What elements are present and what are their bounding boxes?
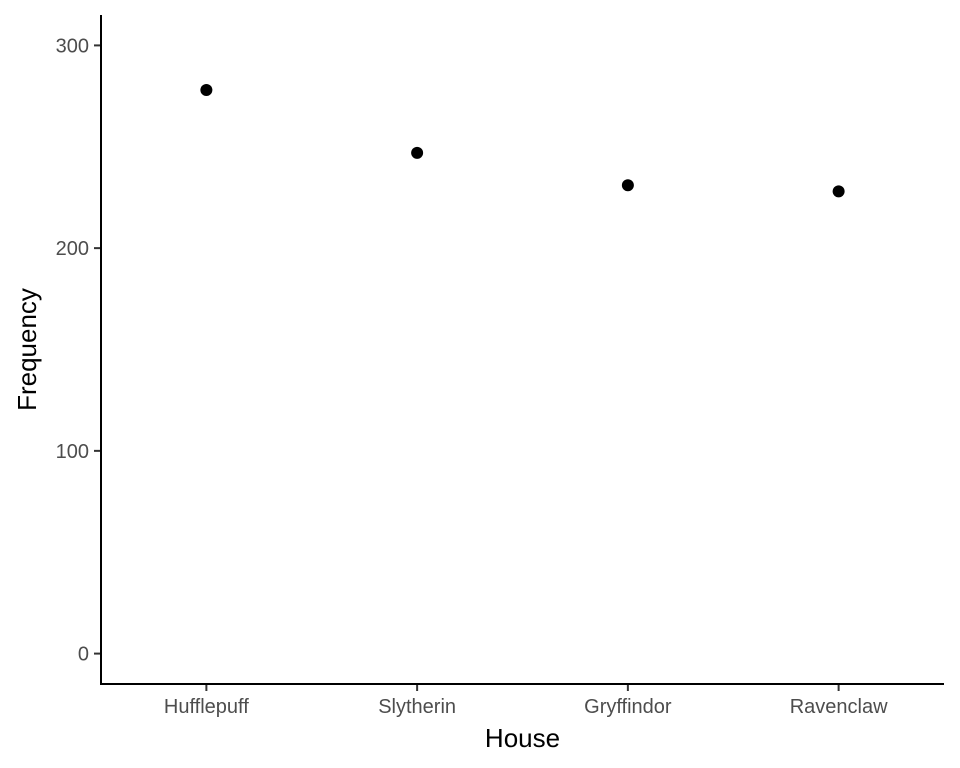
x-tick-label: Gryffindor [584,696,672,718]
y-tick-label: 300 [56,35,89,57]
data-point [832,185,845,198]
y-axis-ticks: 0 100 200 300 [56,35,101,666]
x-tick-label: Ravenclaw [790,696,888,718]
y-tick-label: 100 [56,441,89,463]
x-tick-label: Slytherin [378,696,456,718]
data-point [200,84,213,97]
x-axis-ticks: Hufflepuff Slytherin Gryffindor Ravenclaw [164,684,888,718]
y-axis-title: Frequency [12,288,42,411]
y-tick-label: 0 [78,644,89,666]
data-point [621,179,634,192]
data-point [411,146,424,159]
data-points [200,84,845,198]
x-tick-label: Hufflepuff [164,696,249,718]
x-axis-title: House [485,723,560,753]
y-tick-label: 200 [56,238,89,260]
